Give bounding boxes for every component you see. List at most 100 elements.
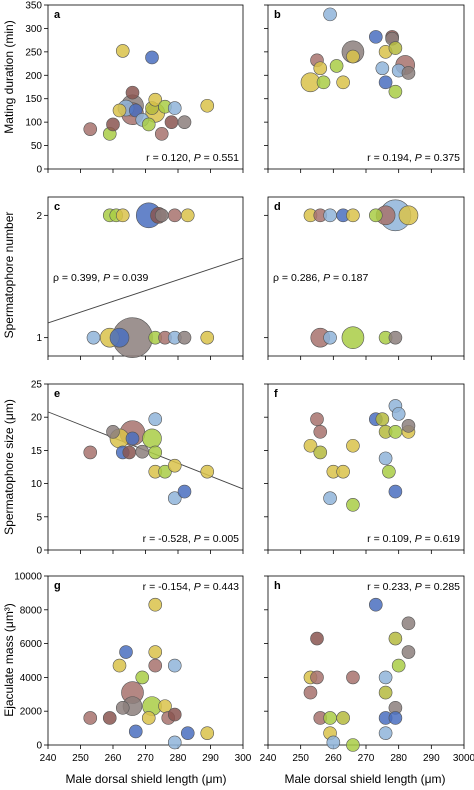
data-point bbox=[177, 115, 192, 129]
data-point bbox=[346, 208, 360, 223]
data-point bbox=[102, 711, 117, 725]
panel-b: b r = 0.194, P = 0.375 bbox=[264, 4, 465, 173]
panel-a-frame bbox=[47, 4, 244, 170]
data-point bbox=[177, 484, 192, 499]
panel-a-ytick-label: 350 bbox=[25, 1, 42, 12]
data-point bbox=[148, 658, 163, 673]
data-point bbox=[109, 327, 130, 348]
data-point bbox=[391, 658, 406, 673]
data-point bbox=[375, 61, 390, 76]
panel-g-ytick-label: 8000 bbox=[20, 605, 43, 616]
panel-g-xtick-label: 270 bbox=[137, 753, 154, 764]
data-point bbox=[388, 84, 403, 99]
data-point bbox=[200, 330, 215, 345]
data-point bbox=[310, 670, 324, 685]
data-point bbox=[119, 645, 133, 659]
data-point bbox=[346, 49, 360, 64]
panel-h-xtick-label: 250 bbox=[292, 753, 309, 764]
panel-h-xtick-label: 260 bbox=[325, 753, 342, 764]
panel-a-ytick-label: 250 bbox=[25, 47, 42, 58]
data-point bbox=[135, 670, 150, 685]
data-point bbox=[200, 98, 215, 113]
panel-h-letter: h bbox=[274, 580, 281, 592]
panel-a-ytick-label: 150 bbox=[25, 94, 42, 105]
panel-e-letter: e bbox=[54, 388, 60, 400]
data-point bbox=[180, 208, 195, 223]
data-point bbox=[341, 326, 365, 349]
panel-e-ytick-label: 5 bbox=[36, 512, 42, 523]
panel-e-frame bbox=[47, 383, 244, 551]
row-3-ylabel: Ejaculate mass (μm³) bbox=[2, 603, 16, 717]
panel-g-xtick-label: 250 bbox=[72, 753, 89, 764]
panel-h-xtick-label: 3000 bbox=[453, 753, 474, 764]
data-point bbox=[346, 498, 360, 512]
data-point bbox=[378, 670, 393, 685]
data-point bbox=[154, 127, 169, 141]
panel-a: 0 50 100 150 200 250 300 350 a r = 0.120, P = 0.5… bbox=[25, 1, 244, 176]
data-point bbox=[142, 428, 162, 449]
data-point bbox=[125, 431, 140, 446]
data-point bbox=[382, 464, 396, 479]
data-point bbox=[346, 438, 360, 453]
panel-h: 240 250 260 270 280 290 3000 h r = 0.233, P = 0.… bbox=[260, 575, 474, 764]
panel-b-letter: b bbox=[274, 9, 281, 21]
data-point bbox=[323, 491, 337, 506]
panel-h-xtick-label: 280 bbox=[390, 753, 407, 764]
data-point bbox=[323, 7, 337, 22]
data-point bbox=[115, 701, 130, 715]
data-point bbox=[326, 735, 341, 750]
data-point bbox=[336, 75, 350, 90]
data-point bbox=[106, 425, 120, 439]
panel-c-stat: ρ = 0.399, P = 0.039 bbox=[53, 272, 148, 284]
panel-b-stat: r = 0.194, P = 0.375 bbox=[367, 152, 460, 164]
data-point bbox=[368, 597, 383, 612]
data-point bbox=[310, 631, 324, 646]
data-point bbox=[167, 491, 182, 506]
panel-g-ytick-label: 2000 bbox=[20, 707, 43, 718]
panel-f-letter: f bbox=[274, 388, 278, 400]
data-point bbox=[313, 61, 328, 76]
data-point bbox=[115, 44, 130, 58]
data-point bbox=[378, 685, 393, 700]
y-axis-labels: Mating duration (min) Spermatophore numb… bbox=[2, 20, 16, 717]
panel-e-ytick-label: 15 bbox=[31, 446, 43, 457]
data-point bbox=[368, 30, 383, 44]
data-point bbox=[200, 726, 215, 740]
data-point bbox=[167, 101, 182, 115]
panel-g: 0 2000 4000 6000 8000 10000 240 250 260 270 280 290… bbox=[14, 572, 252, 765]
panel-g-ytick-label: 4000 bbox=[20, 673, 43, 684]
data-point bbox=[164, 115, 179, 129]
data-point bbox=[388, 425, 403, 439]
data-point bbox=[128, 103, 143, 118]
data-point bbox=[388, 631, 403, 646]
panel-g-letter: g bbox=[54, 580, 61, 592]
panel-d-letter: d bbox=[274, 201, 281, 213]
data-point bbox=[323, 330, 337, 345]
data-point bbox=[115, 208, 130, 223]
panel-c-letter: c bbox=[54, 201, 60, 213]
row-2-ylabel: Spermatophore size (μm) bbox=[2, 399, 16, 535]
data-point bbox=[148, 445, 163, 460]
data-point bbox=[313, 445, 328, 460]
data-point bbox=[122, 445, 137, 460]
data-point bbox=[141, 117, 156, 132]
panel-c-trend-line bbox=[47, 257, 244, 324]
panel-h-xtick-label: 240 bbox=[260, 753, 277, 764]
panel-f: f r = 0.109, P = 0.619 bbox=[264, 383, 465, 554]
data-point bbox=[106, 117, 120, 132]
data-point bbox=[128, 724, 143, 739]
panel-c: 1 2 c ρ = 0.399, P = 0.039 bbox=[36, 196, 244, 360]
panel-g-xtick-label: 280 bbox=[170, 753, 187, 764]
row-1-ylabel: Spermatophore number bbox=[2, 212, 16, 339]
data-point bbox=[401, 645, 416, 659]
data-point bbox=[167, 658, 182, 673]
data-point bbox=[112, 658, 127, 673]
panel-a-stat: r = 0.120, P = 0.551 bbox=[146, 152, 239, 164]
data-point bbox=[148, 597, 163, 612]
panel-g-ytick-label: 10000 bbox=[14, 572, 42, 583]
row-0-ylabel: Mating duration (min) bbox=[2, 20, 16, 133]
data-point bbox=[83, 445, 98, 460]
data-point bbox=[167, 707, 182, 722]
data-point bbox=[378, 75, 393, 90]
